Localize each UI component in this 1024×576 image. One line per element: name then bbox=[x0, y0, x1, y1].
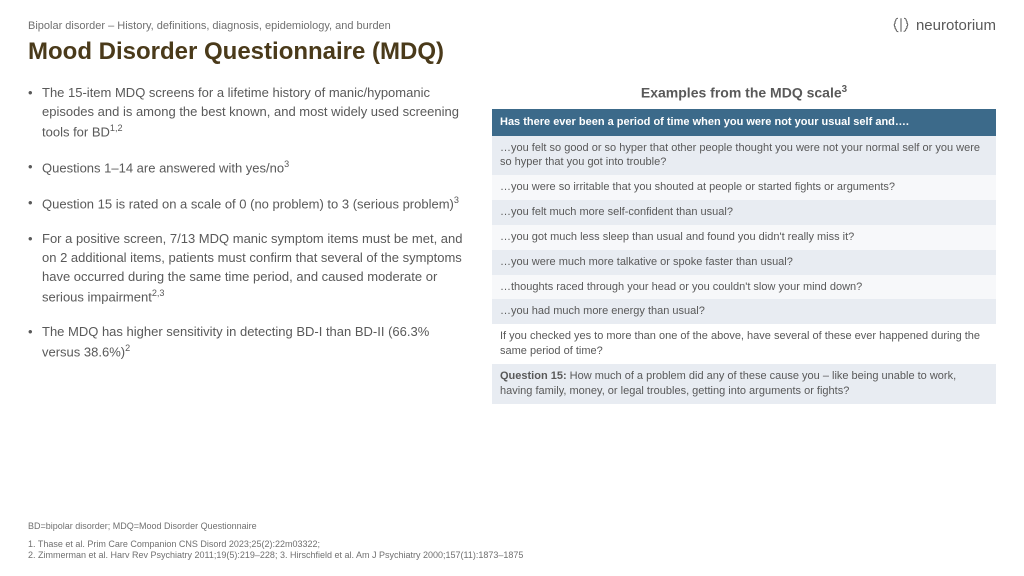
bullet-item: For a positive screen, 7/13 MDQ manic sy… bbox=[28, 230, 468, 307]
examples-title: Examples from the MDQ scale3 bbox=[492, 84, 996, 101]
mdq-item: …you felt so good or so hyper that other… bbox=[492, 136, 996, 176]
page-title: Mood Disorder Questionnaire (MDQ) bbox=[28, 38, 996, 66]
mdq-item: …you had much more energy than usual? bbox=[492, 299, 996, 324]
mdq-item: …you were so irritable that you shouted … bbox=[492, 175, 996, 200]
mdq-item: …you felt much more self-confident than … bbox=[492, 200, 996, 225]
brain-icon bbox=[892, 16, 910, 34]
mdq-examples-panel: Examples from the MDQ scale3 Has there e… bbox=[492, 84, 996, 404]
brand-logo: neurotorium bbox=[892, 16, 996, 34]
mdq-followup: If you checked yes to more than one of t… bbox=[492, 324, 996, 364]
abbreviations: BD=bipolar disorder; MDQ=Mood Disorder Q… bbox=[28, 521, 988, 533]
reference: 2. Zimmerman et al. Harv Rev Psychiatry … bbox=[28, 550, 988, 562]
mdq-table: Has there ever been a period of time whe… bbox=[492, 109, 996, 404]
breadcrumb: Bipolar disorder – History, definitions,… bbox=[28, 20, 996, 32]
mdq-stem-question: Has there ever been a period of time whe… bbox=[492, 109, 996, 136]
reference: 1. Thase et al. Prim Care Companion CNS … bbox=[28, 539, 988, 551]
bullet-item: Question 15 is rated on a scale of 0 (no… bbox=[28, 194, 468, 214]
footnotes: BD=bipolar disorder; MDQ=Mood Disorder Q… bbox=[28, 521, 988, 562]
mdq-q15: Question 15: How much of a problem did a… bbox=[492, 364, 996, 404]
mdq-item: …thoughts raced through your head or you… bbox=[492, 275, 996, 300]
bullet-item: Questions 1–14 are answered with yes/no3 bbox=[28, 158, 468, 178]
brand-text: neurotorium bbox=[916, 17, 996, 34]
bullet-item: The 15-item MDQ screens for a lifetime h… bbox=[28, 84, 468, 142]
mdq-item: …you were much more talkative or spoke f… bbox=[492, 250, 996, 275]
mdq-item: …you got much less sleep than usual and … bbox=[492, 225, 996, 250]
key-points: The 15-item MDQ screens for a lifetime h… bbox=[28, 84, 468, 404]
bullet-item: The MDQ has higher sensitivity in detect… bbox=[28, 323, 468, 362]
